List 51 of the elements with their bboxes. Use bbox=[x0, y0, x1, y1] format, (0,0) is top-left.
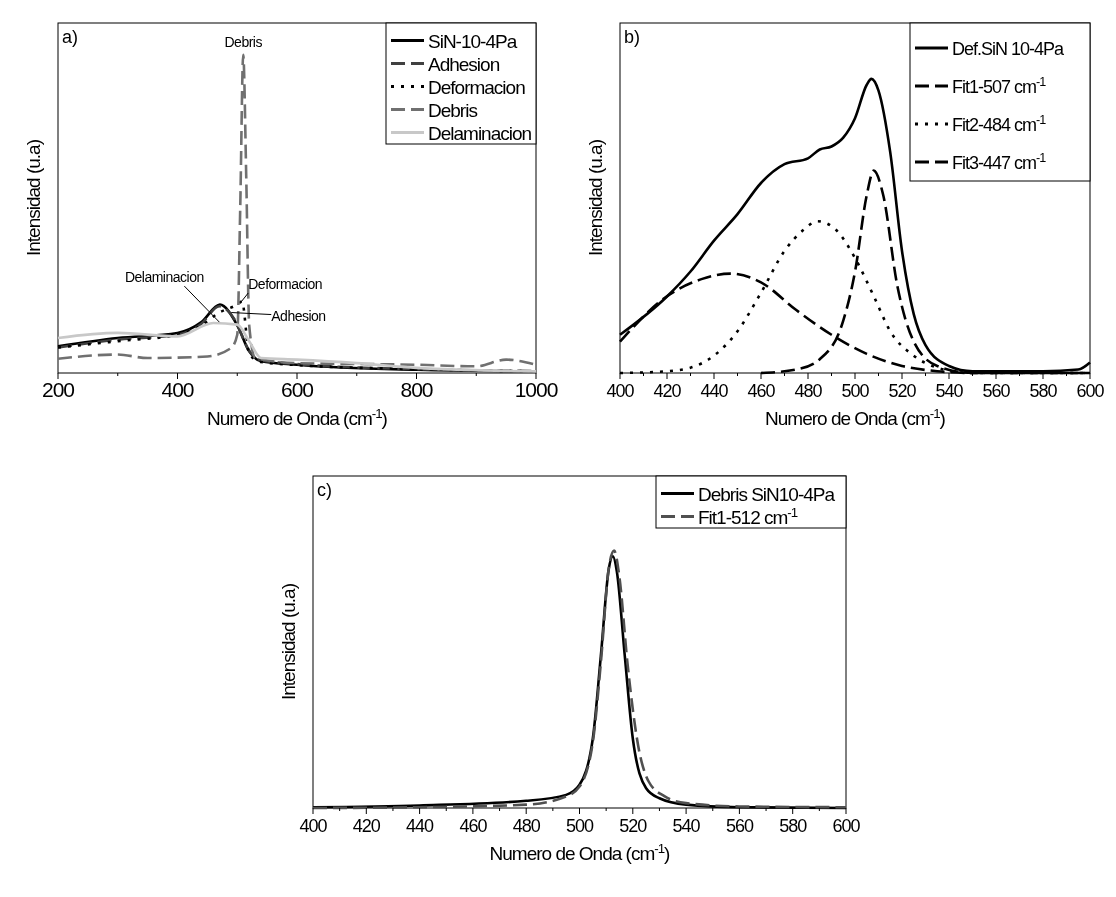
x-tick-label: 400 bbox=[606, 381, 635, 401]
chart-title: b) bbox=[624, 27, 641, 47]
legend-label: Debris bbox=[428, 99, 478, 121]
x-axis-title: Numero de Onda (cm$^{-1}$) bbox=[207, 405, 388, 429]
annotation: Deformacion bbox=[248, 276, 323, 292]
legend-label: Fit2-484 cm$^{-1}$ bbox=[952, 113, 1047, 135]
x-tick-label: 560 bbox=[725, 816, 754, 836]
y-axis-title: Intensidad (u.a) bbox=[23, 139, 44, 257]
legend-label: Def.SiN 10-4Pa bbox=[952, 39, 1066, 59]
legend-label: Fit1-512 cm$^{-1}$ bbox=[698, 504, 798, 528]
legend-label: Fit1-507 cm$^{-1}$ bbox=[952, 75, 1047, 97]
legend-label: Delaminacion bbox=[428, 122, 532, 144]
x-tick-label: 600 bbox=[832, 816, 861, 836]
x-tick-label: 540 bbox=[935, 381, 964, 401]
y-axis-title: Intensidad (u.a) bbox=[278, 583, 299, 701]
x-tick-label: 600 bbox=[1076, 381, 1105, 401]
chart-title: a) bbox=[62, 27, 79, 47]
annotation: Adhesion bbox=[271, 307, 326, 324]
x-tick-label: 460 bbox=[747, 381, 776, 401]
x-tick-label: 600 bbox=[280, 378, 314, 401]
x-tick-label: 1000 bbox=[514, 378, 558, 401]
x-tick-label: 580 bbox=[779, 816, 808, 836]
x-tick-label: 420 bbox=[653, 381, 682, 401]
x-tick-label: 440 bbox=[700, 381, 729, 401]
annotation: Debris bbox=[224, 33, 263, 50]
x-tick-label: 580 bbox=[1029, 381, 1058, 401]
x-tick-label: 540 bbox=[672, 816, 701, 836]
x-tick-label: 520 bbox=[619, 816, 648, 836]
x-tick-label: 420 bbox=[352, 816, 381, 836]
legend-label: SiN-10-4Pa bbox=[428, 30, 518, 52]
annotation: Delaminacion bbox=[124, 269, 204, 286]
y-axis-title: Intensidad (u.a) bbox=[585, 139, 606, 257]
x-tick-label: 480 bbox=[512, 816, 541, 836]
legend-label: Deformacion bbox=[428, 76, 526, 98]
x-tick-label: 500 bbox=[841, 381, 870, 401]
x-tick-label: 800 bbox=[400, 378, 433, 401]
legend-label: Adhesion bbox=[428, 53, 500, 75]
x-axis-title: Numero de Onda (cm$^{-1}$) bbox=[765, 405, 946, 429]
x-tick-label: 400 bbox=[299, 816, 328, 836]
x-tick-label: 500 bbox=[565, 816, 594, 836]
x-tick-label: 200 bbox=[41, 378, 75, 401]
x-axis-title: Numero de Onda (cm$^{-1}$) bbox=[489, 840, 671, 864]
legend-label: Fit3-447 cm$^{-1}$ bbox=[952, 151, 1047, 173]
x-tick-label: 400 bbox=[161, 378, 194, 401]
x-tick-label: 560 bbox=[982, 381, 1011, 401]
chart-title: c) bbox=[317, 480, 332, 500]
x-tick-label: 520 bbox=[888, 381, 917, 401]
legend-label: Debris SiN10-4Pa bbox=[698, 483, 836, 505]
x-tick-label: 480 bbox=[794, 381, 823, 401]
x-tick-label: 440 bbox=[406, 816, 435, 836]
x-tick-label: 460 bbox=[459, 816, 488, 836]
